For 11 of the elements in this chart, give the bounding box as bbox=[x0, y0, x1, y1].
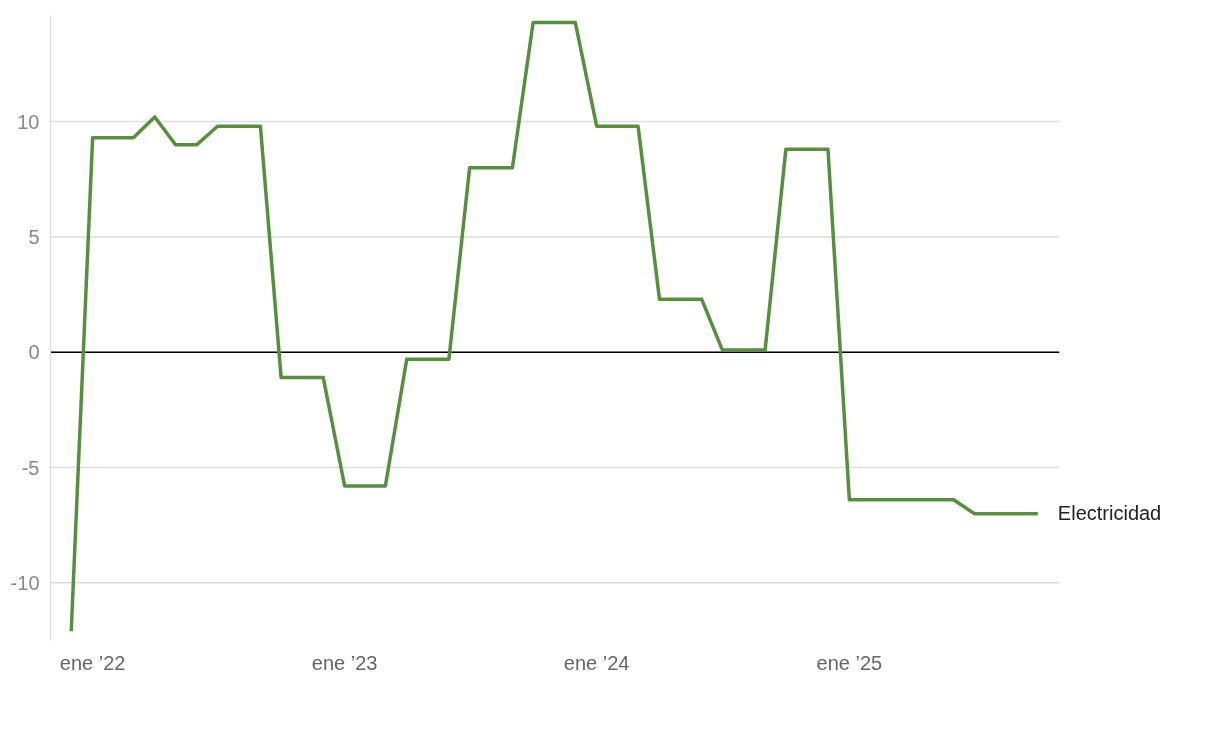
y-tick-label: 0 bbox=[28, 341, 40, 364]
series-label: Electricidad bbox=[1057, 501, 1162, 524]
x-tick-label: ene ’25 bbox=[816, 651, 883, 674]
x-tick-label: ene ’24 bbox=[563, 651, 630, 674]
y-tick-label: -10 bbox=[10, 571, 40, 594]
line-series bbox=[69, 20, 1040, 634]
x-tick-label: ene ’22 bbox=[59, 651, 126, 674]
x-tick-label: ene ’23 bbox=[311, 651, 378, 674]
y-tick-label: -5 bbox=[21, 456, 40, 479]
y-tick-label: 5 bbox=[28, 225, 40, 248]
y-tick-label: 10 bbox=[17, 110, 40, 133]
